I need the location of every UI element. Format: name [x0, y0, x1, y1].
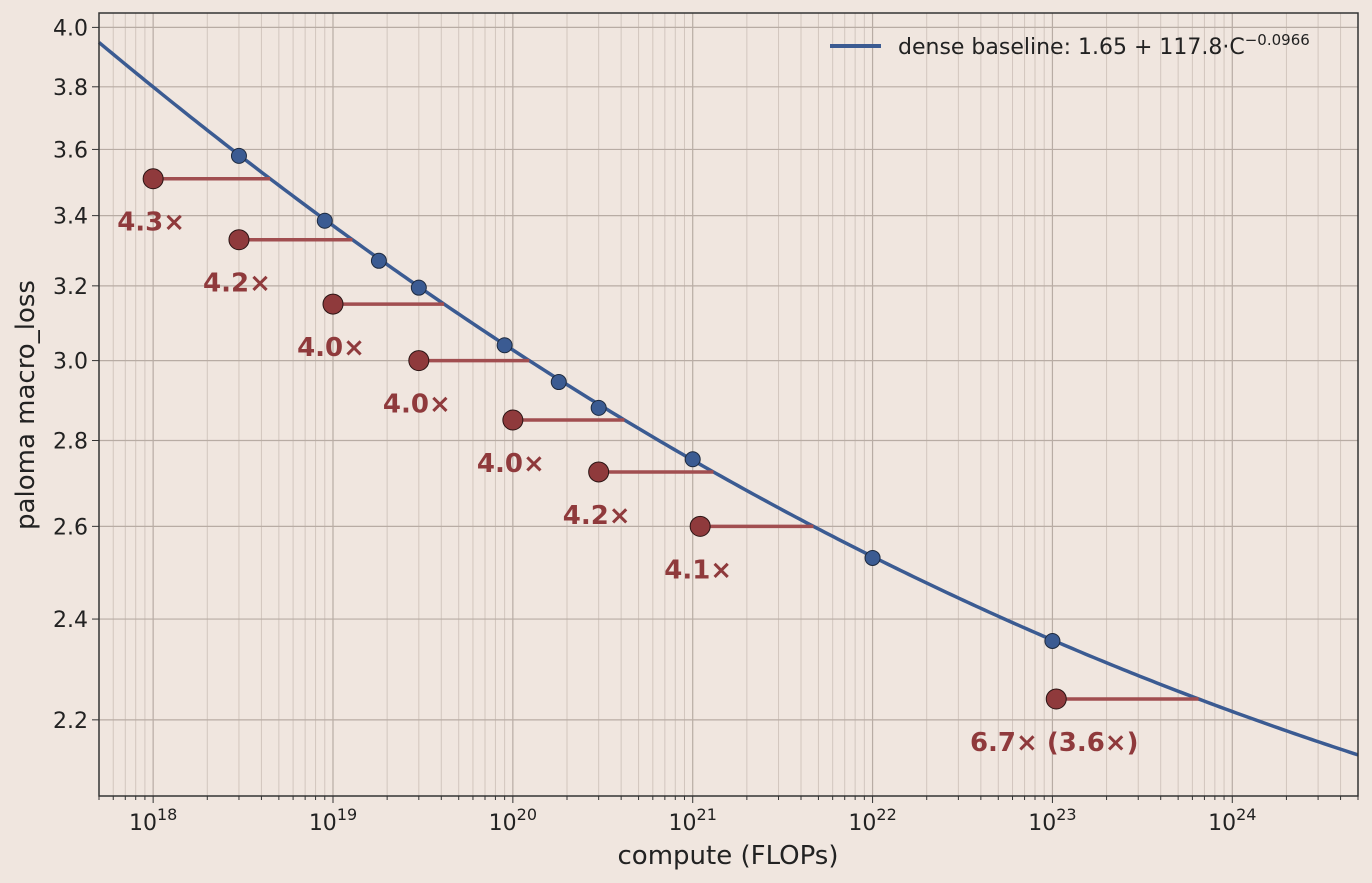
- x-tick-label: 1023: [1028, 805, 1076, 836]
- x-tick-base: 10: [309, 811, 337, 836]
- efficient-point: [142, 168, 164, 190]
- y-tick-label: 2.8: [53, 430, 88, 455]
- x-tick-exponent: 24: [1236, 805, 1256, 824]
- data-points: [142, 147, 1067, 710]
- x-tick-exponent: 21: [697, 805, 717, 824]
- dense-point: [864, 549, 881, 566]
- y-tick-label: 3.8: [53, 76, 88, 101]
- efficient-point: [689, 515, 711, 537]
- x-tick-label: 1022: [848, 805, 896, 836]
- multiplier-label: 4.2×: [563, 501, 631, 531]
- efficient-point: [502, 409, 524, 431]
- x-tick-base: 10: [669, 811, 697, 836]
- x-tick-exponent: 20: [517, 805, 537, 824]
- legend-label-main: dense baseline: 1.65 + 117.8·C: [898, 35, 1245, 60]
- x-axis-title: compute (FLOPs): [618, 841, 839, 871]
- x-tick-base: 10: [1208, 811, 1236, 836]
- dense-point: [370, 252, 387, 269]
- dense-fit-curve: [97, 41, 1359, 757]
- y-tick-label: 3.4: [53, 205, 88, 230]
- y-tick-label: 2.4: [53, 608, 88, 633]
- efficient-point: [408, 350, 430, 372]
- dense-point: [230, 147, 247, 164]
- multiplier-label: 4.0×: [477, 449, 545, 479]
- y-tick-label: 2.6: [53, 515, 88, 540]
- legend-label-exponent: −0.0966: [1245, 31, 1310, 49]
- dense-point: [316, 212, 333, 229]
- x-tick-base: 10: [1028, 811, 1056, 836]
- y-tick-label: 3.6: [53, 138, 88, 163]
- x-tick-label: 1024: [1208, 805, 1256, 836]
- x-tick-base: 10: [489, 811, 517, 836]
- multiplier-label: 4.0×: [297, 333, 365, 363]
- x-tick-base: 10: [848, 811, 876, 836]
- x-tick-exponent: 19: [337, 805, 357, 824]
- efficient-point: [228, 229, 250, 251]
- dense-point: [1044, 632, 1061, 649]
- dense-point: [684, 451, 701, 468]
- multiplier-label: 4.0×: [383, 390, 451, 420]
- x-tick-exponent: 22: [876, 805, 896, 824]
- x-tick-label: 1021: [669, 805, 717, 836]
- legend-label: dense baseline: 1.65 + 117.8·C−0.0966: [898, 31, 1310, 60]
- y-tick-label: 2.2: [53, 709, 88, 734]
- plot-frame: [98, 12, 1359, 797]
- y-axis-title: paloma macro_loss: [11, 280, 41, 530]
- multiplier-label: 6.7× (3.6×): [970, 728, 1139, 758]
- equivalent-compute-lines: [153, 176, 1199, 701]
- fit-curve-group: [97, 41, 1359, 757]
- grid: [98, 13, 1359, 796]
- x-tick-label: 1018: [129, 805, 177, 836]
- x-tick-exponent: 23: [1056, 805, 1076, 824]
- multiplier-label: 4.2×: [203, 269, 271, 299]
- x-tick-label: 1020: [489, 805, 537, 836]
- multiplier-label: 4.3×: [117, 208, 185, 238]
- efficient-point: [322, 293, 344, 315]
- dense-point: [550, 374, 567, 391]
- multiplier-labels: 4.3× 4.2× 4.0× 4.0× 4.0× 4.2× 4.1× 6.7× (3.6×): [117, 208, 1138, 758]
- axis-ticks: 1018 1019 1020 1021 1022 1023 10242.22.42.62.8…: [53, 16, 1359, 836]
- x-tick-exponent: 18: [157, 805, 177, 824]
- dense-point: [590, 399, 607, 416]
- efficient-point: [588, 461, 610, 483]
- dense-point: [410, 279, 427, 296]
- efficient-point: [1045, 688, 1067, 710]
- y-tick-label: 3.0: [53, 350, 88, 375]
- legend: dense baseline: 1.65 + 117.8·C−0.0966: [830, 31, 1310, 60]
- multiplier-label: 4.1×: [664, 555, 732, 585]
- dense-point: [496, 337, 513, 354]
- x-tick-base: 10: [129, 811, 157, 836]
- x-tick-label: 1019: [309, 805, 357, 836]
- y-tick-label: 4.0: [53, 16, 88, 41]
- plot-background: [99, 13, 1358, 796]
- y-tick-label: 3.2: [53, 275, 88, 300]
